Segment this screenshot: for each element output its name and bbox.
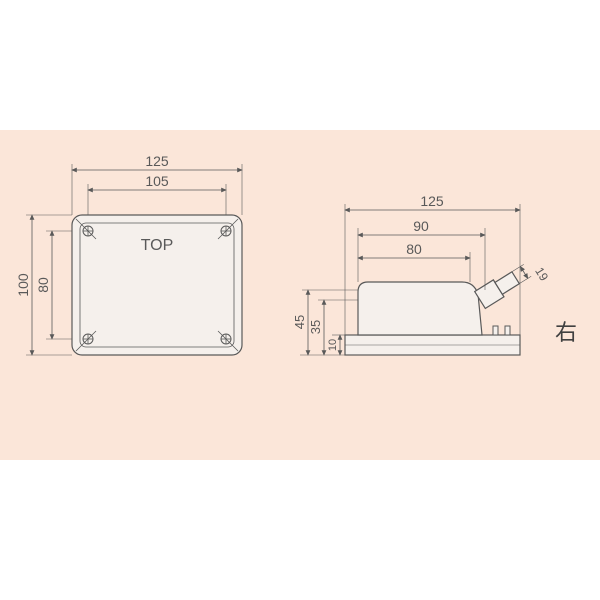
side-view: 125 90 80 45 35 10 [292,193,577,355]
top-label: TOP [141,237,174,254]
dim-side-35: 35 [308,320,323,334]
technical-drawing: TOP 125 105 100 80 [0,0,600,600]
dim-side-90: 90 [413,218,429,234]
stud-2 [505,326,510,335]
screw-tl [83,226,93,236]
dim-front-100: 100 [15,273,31,297]
front-view: TOP 125 105 100 80 [15,153,242,355]
dim-side-10: 10 [327,339,339,351]
dim-front-105: 105 [145,173,169,189]
right-label: 右 [555,320,577,345]
side-body [358,282,482,335]
screw-br [221,334,231,344]
screw-bl [83,334,93,344]
front-outer-body [72,215,242,355]
stud-1 [493,326,498,335]
dim-front-80: 80 [35,277,51,293]
dim-nozzle-19: 19 [532,265,551,284]
dim-side-80: 80 [406,241,422,257]
dim-side-125: 125 [420,193,444,209]
drawing-svg: TOP 125 105 100 80 [0,0,600,600]
dim-front-125: 125 [145,153,169,169]
screw-tr [221,226,231,236]
side-nozzle [475,269,521,308]
dim-side-45: 45 [292,315,307,329]
